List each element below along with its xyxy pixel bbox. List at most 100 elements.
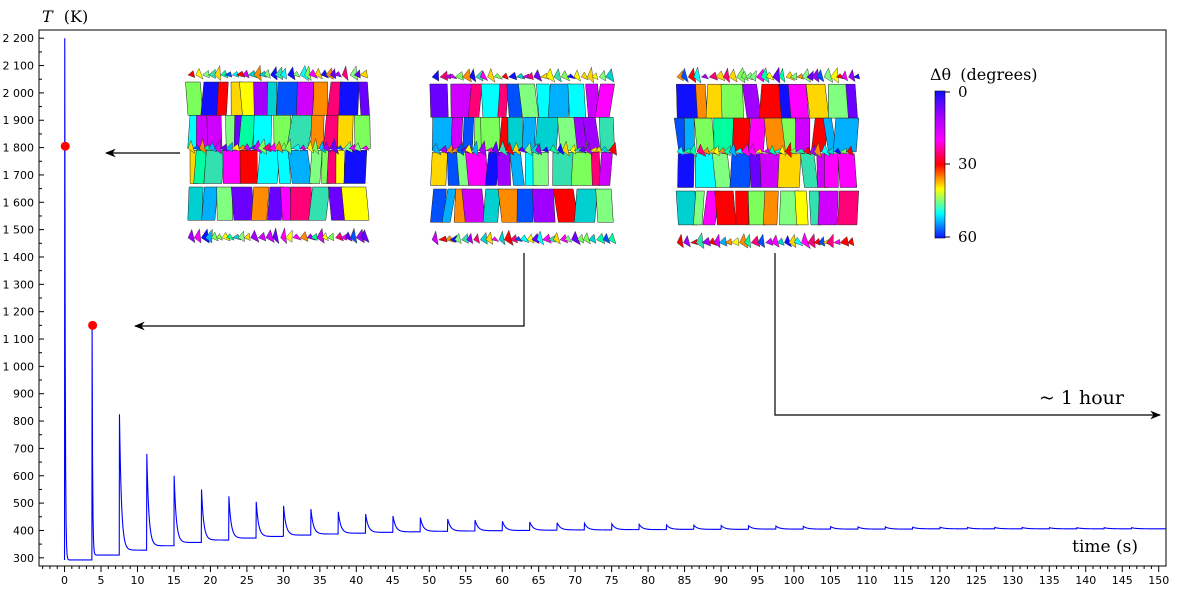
small-grain [708,71,719,81]
x-tick-label: 135 [1039,574,1060,587]
small-grain [329,68,337,80]
small-grain [353,69,361,79]
small-grain [700,73,710,80]
small-grain [569,144,577,155]
grain [735,190,750,226]
small-grain [741,142,751,158]
small-grain [564,235,573,243]
small-grain [772,66,781,84]
small-grain [602,232,611,245]
grain [547,83,571,118]
small-grain [713,145,720,157]
x-tick-label: 110 [856,574,877,587]
small-grain [333,71,343,78]
hour-annotation: ~ 1 hour [1039,387,1125,409]
small-grain [542,146,550,154]
grain [763,190,779,226]
small-grain [591,72,599,80]
small-grain [287,66,296,81]
grain [837,153,858,188]
small-grain [839,236,850,247]
grain [677,153,695,188]
small-grain [292,143,301,152]
colorbar-unit: (degrees) [960,65,1037,84]
grain [598,117,615,151]
grain [251,186,270,221]
arrow-inset-3 [774,253,1162,420]
small-grain [344,231,353,242]
small-grain [504,229,514,246]
small-grain [199,138,207,155]
grain [805,83,830,119]
small-grain [517,146,528,154]
small-grain [242,69,250,79]
small-grain [839,148,848,155]
small-grain [353,142,362,153]
small-grain [265,229,275,244]
grain [276,81,299,116]
small-grain [605,68,615,83]
small-grain [519,234,530,244]
y-tick-label: 1 100 [3,333,35,346]
small-grain [471,140,479,157]
small-grain [524,141,533,156]
y-tick-label: 300 [13,552,34,565]
highlight-marker [88,320,98,330]
small-grain [821,143,831,157]
x-tick-label: 70 [568,574,582,587]
small-grain [545,67,556,83]
small-grain [801,232,811,250]
grain [574,188,598,223]
small-grain [192,144,202,151]
small-grain [776,237,785,246]
small-grain [292,233,302,241]
small-grain [299,231,309,242]
grain [532,152,549,186]
small-grain [438,235,448,243]
small-grain [847,236,855,247]
small-grain [210,231,219,242]
small-grain [478,140,487,157]
small-grain [731,237,740,246]
x-tick-label: 50 [422,574,436,587]
y-tick-label: 2 100 [3,60,35,73]
grain [203,150,225,184]
small-grain [279,67,287,80]
colorbar-tick-30: 30 [958,155,977,173]
small-grain [696,143,707,158]
grain [531,188,556,223]
small-grain [336,145,345,151]
grain [430,152,448,186]
small-grain [689,143,698,158]
small-grain [585,142,593,156]
grain [341,186,370,221]
grain [290,186,312,221]
small-grain [208,142,218,153]
small-grain [608,232,617,245]
small-grain [187,228,196,244]
small-grain [323,141,332,153]
small-grain [431,230,439,246]
grain [309,150,323,184]
small-grain [280,227,287,245]
small-grain [208,68,216,79]
series-temperature-line [63,38,1166,561]
grain [777,153,802,188]
small-grain [431,69,440,82]
small-grain [327,232,334,242]
small-grain [335,231,344,242]
grain [794,190,809,226]
grain [296,81,314,116]
x-tick-label: 65 [532,574,546,587]
small-grain [833,238,841,245]
grain [567,83,586,118]
x-tick-label: 75 [605,574,619,587]
grain [308,186,331,221]
small-grain [512,141,522,156]
x-tick-label: 100 [783,574,804,587]
grain [837,190,859,226]
small-grain [793,236,804,247]
small-grain [728,68,738,83]
inset-arrows [104,148,1162,420]
colorbar-label: Δθ (degrees) [930,65,1038,84]
